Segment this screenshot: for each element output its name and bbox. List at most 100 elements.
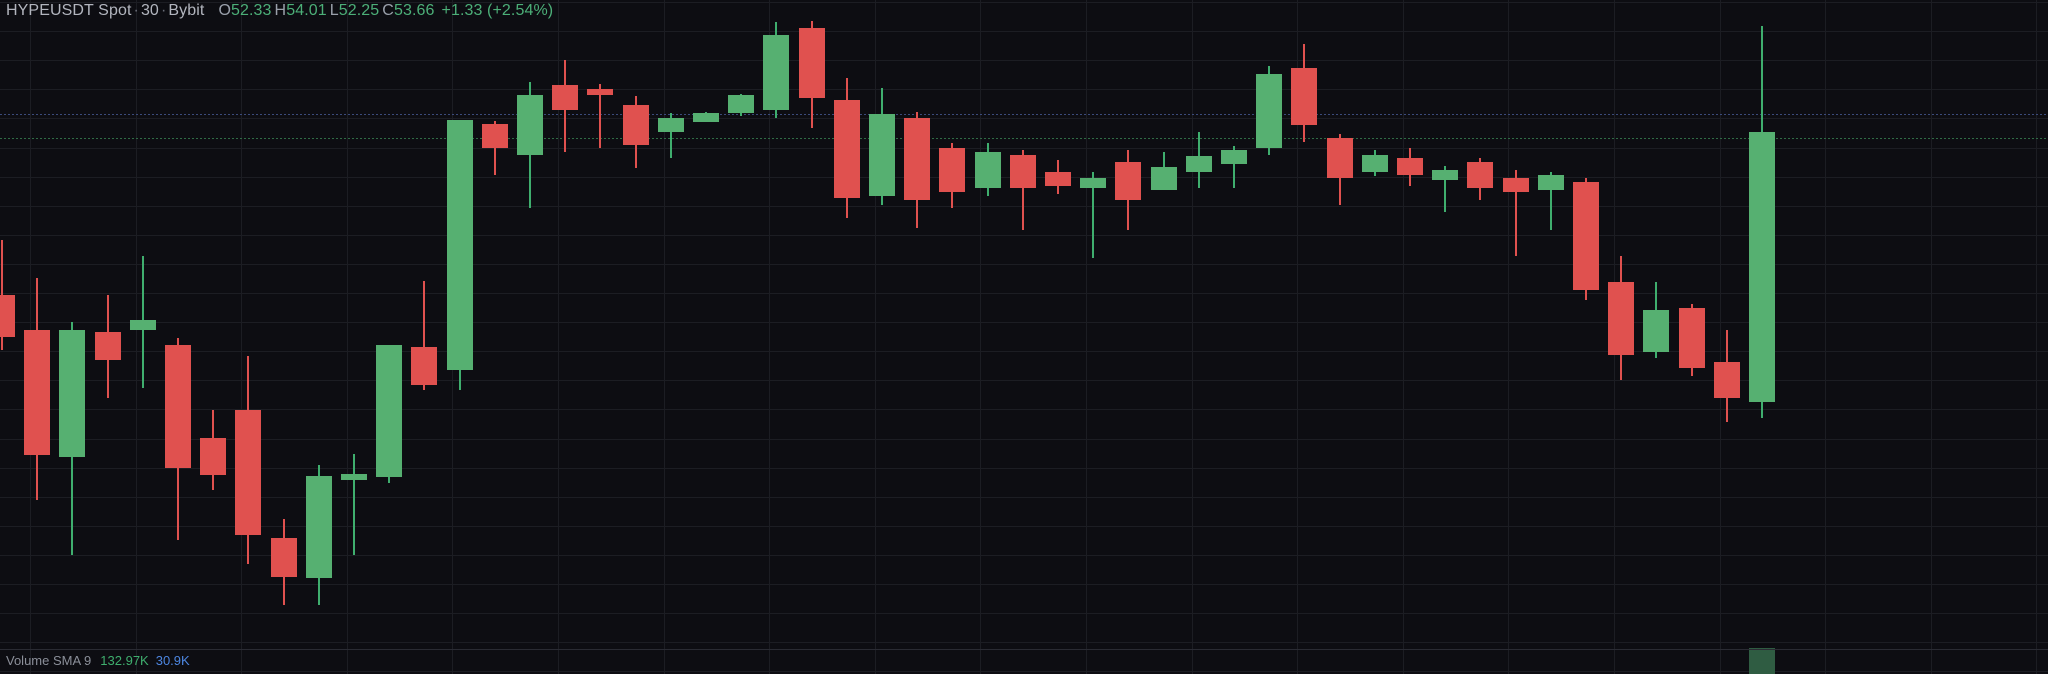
close-value: 53.66	[393, 2, 435, 19]
volume-value: 132.97K	[100, 653, 149, 668]
candle-body	[1397, 158, 1423, 175]
candle-body	[129, 320, 156, 330]
low-label: L	[329, 2, 339, 19]
chart-header-legend[interactable]: HYPEUSDT Spot · 30 · Bybit O52.33 H54.01 L52.25…	[6, 1, 553, 21]
candle-body	[1432, 170, 1459, 180]
symbol-label[interactable]: HYPEUSDT Spot	[6, 2, 132, 19]
candle-body	[1009, 155, 1036, 188]
candle-body	[728, 95, 755, 113]
candle-body	[446, 120, 473, 370]
volume-pane-legend[interactable]: Volume SMA 9 132.97K 30.9K	[6, 652, 190, 669]
interval-label[interactable]: 30	[140, 2, 159, 19]
candle-body	[1537, 175, 1564, 190]
exchange-label[interactable]: Bybit	[168, 2, 205, 19]
candle-body	[657, 118, 684, 132]
close-label: C	[382, 2, 394, 19]
volume-sma-value: 30.9K	[155, 653, 190, 668]
level-green-dotted[interactable]	[0, 138, 2048, 139]
candle-body	[200, 438, 227, 475]
candle-body	[974, 152, 1001, 188]
candle-body	[1573, 182, 1599, 290]
candle-wick	[423, 281, 426, 390]
candle-wick	[1444, 166, 1447, 212]
pane-separator[interactable]	[0, 649, 2048, 650]
candle-wick	[1021, 150, 1024, 230]
candle-body	[24, 330, 51, 455]
candle-wick	[669, 113, 672, 158]
candle-body	[94, 332, 121, 360]
candle-body	[305, 476, 332, 578]
candle-body	[693, 113, 719, 122]
open-value: 52.33	[231, 2, 272, 19]
level-blue-dotted[interactable]	[0, 114, 2048, 115]
candle-body	[270, 538, 297, 577]
volume-indicator-title[interactable]: Volume SMA 9	[6, 653, 92, 668]
candle-body	[1185, 156, 1212, 172]
candle-body	[235, 410, 262, 535]
candle-body	[1713, 362, 1740, 398]
low-value: 52.25	[338, 2, 380, 19]
candle-wick	[1549, 172, 1552, 230]
high-label: H	[274, 2, 287, 19]
candle-body	[904, 118, 931, 200]
candle-body	[869, 114, 895, 196]
candle-body	[1221, 150, 1247, 164]
candle-wick	[493, 121, 496, 175]
candle-body	[1326, 138, 1353, 178]
candle-body	[939, 148, 966, 192]
candle-wick	[599, 84, 602, 148]
